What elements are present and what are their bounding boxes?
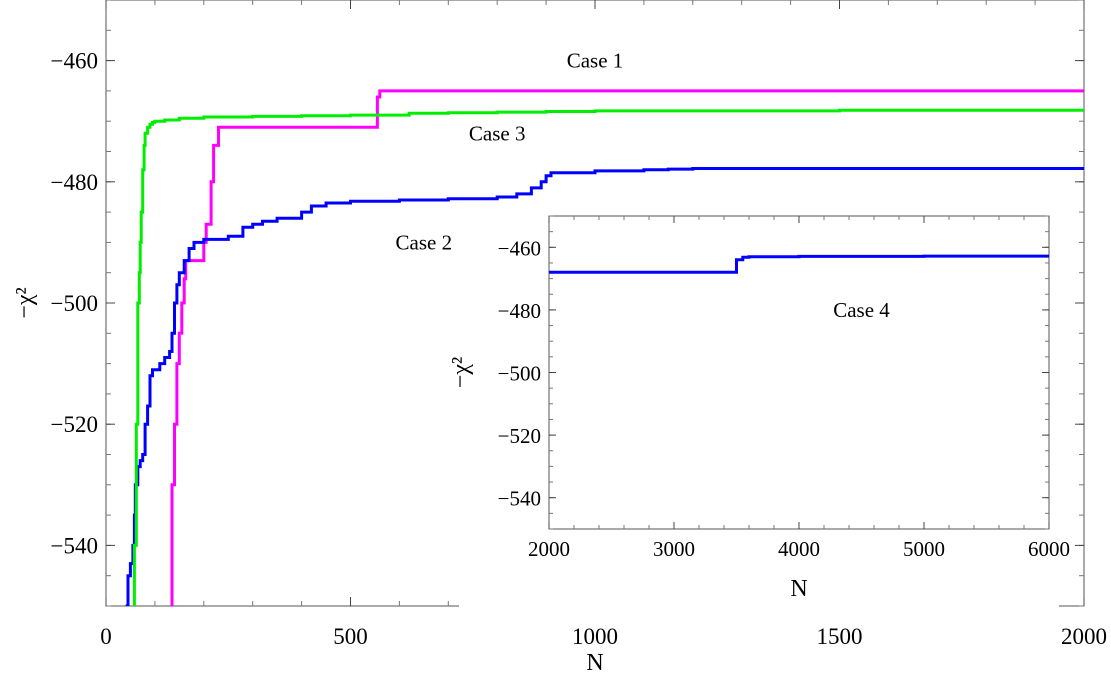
main-annotation: Case 1 [567,49,624,73]
main-series-case3 [132,108,1084,606]
main-x-tick-label: 1000 [572,624,618,649]
inset-y-tick-label: −520 [498,424,541,448]
main-y-tick-label: −520 [51,412,98,437]
inset-y-tick-label: −460 [498,236,541,260]
inset-x-tick-label: 4000 [778,537,820,561]
inset-series-group [549,254,1049,274]
main-x-tick-label: 1500 [817,624,863,649]
inset-x-tick-label: 6000 [1028,537,1070,561]
main-y-tick-label: −480 [51,170,98,195]
inset-annotation: Case 4 [833,298,890,322]
main-annotation: Case 3 [469,121,526,145]
inset-x-axis-title: N [790,576,807,602]
main-y-tick-label: −500 [51,291,98,316]
main-y-axis-title: −χ² [12,287,38,318]
inset-series-case4 [549,254,1049,274]
main-series-case2 [125,167,1084,606]
main-tick-labels: 0 500 1000 1500 2000 −540 −520 −500 −480 −460 [51,49,1107,649]
inset-y-tick-label: −540 [498,487,541,511]
inset-x-tick-label: 3000 [653,537,695,561]
main-x-tick-label: 500 [333,624,368,649]
inset-plot: 2000 3000 4000 5000 6000 −540 −520 −500 −480 −460… [448,208,1070,611]
main-plot: 0 500 1000 1500 2000 −540 −520 −500 −480 −460 N −… [12,0,1107,676]
main-annotation: Case 2 [396,230,453,254]
main-annotations: Case 1 Case 3 Case 2 [396,49,624,255]
inset-background [459,208,1059,611]
inset-y-tick-label: −500 [498,362,541,386]
inset-tick-marks [548,215,1050,530]
inset-x-tick-label: 2000 [528,537,570,561]
inset-tick-labels: 2000 3000 4000 5000 6000 −540 −520 −500 −480 −460 [498,236,1070,561]
main-x-axis-title: N [586,650,603,676]
inset-y-axis-title: −χ² [448,357,474,388]
main-x-tick-label: 0 [100,624,112,649]
main-x-tick-label: 2000 [1061,624,1107,649]
inset-x-tick-label: 5000 [903,537,945,561]
main-y-tick-label: −460 [51,49,98,74]
inset-annotations: Case 4 [833,298,890,322]
main-series-case1 [170,89,1084,606]
inset-y-tick-label: −480 [498,299,541,323]
main-y-tick-label: −540 [51,533,98,558]
main-series-group [125,89,1084,606]
